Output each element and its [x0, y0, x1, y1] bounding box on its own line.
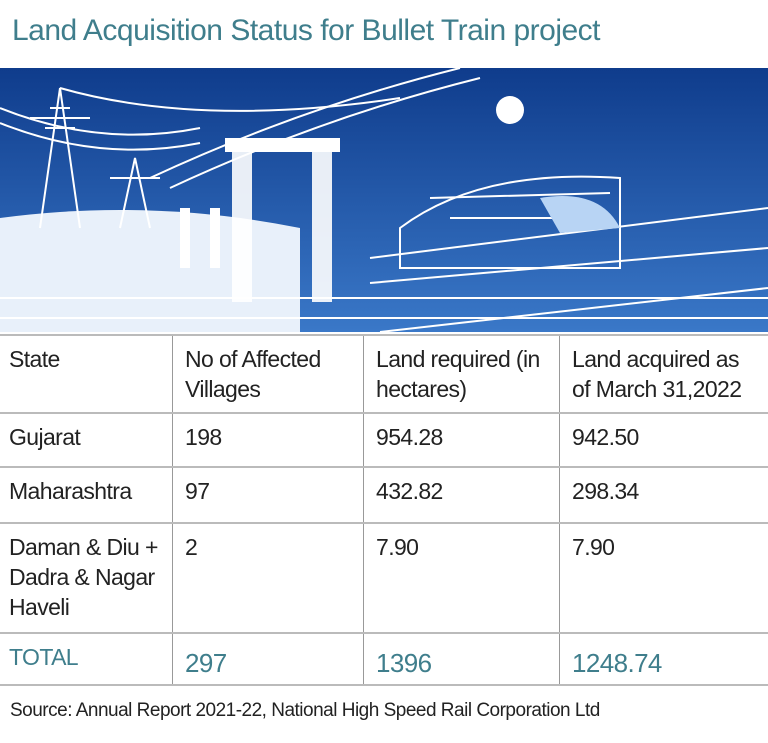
cell-land-required: 954.28 [363, 412, 560, 468]
cell-state: Daman & Diu + Dadra & Nagar Haveli [0, 522, 173, 634]
cell-villages: 97 [172, 466, 364, 524]
table-row: Daman & Diu + Dadra & Nagar Haveli 2 7.9… [0, 522, 768, 634]
cell-land-acquired: 298.34 [559, 466, 768, 524]
total-label: TOTAL [0, 632, 173, 686]
table-row: Maharashtra 97 432.82 298.34 [0, 466, 768, 524]
cell-state: Gujarat [0, 412, 173, 468]
header-state: State [0, 334, 173, 414]
total-land-required: 1396 [363, 632, 560, 686]
cell-land-required: 7.90 [363, 522, 560, 634]
total-villages: 297 [172, 632, 364, 686]
cell-villages: 198 [172, 412, 364, 468]
page-title: Land Acquisition Status for Bullet Train… [12, 14, 601, 47]
source-note: Source: Annual Report 2021-22, National … [10, 700, 600, 721]
cell-villages: 2 [172, 522, 364, 634]
header-land-required: Land required (in hectares) [363, 334, 560, 414]
cell-state: Maharashtra [0, 466, 173, 524]
cell-land-acquired: 7.90 [559, 522, 768, 634]
header-land-acquired: Land acquired as of March 31,2022 [559, 334, 768, 414]
table-row: Gujarat 198 954.28 942.50 [0, 412, 768, 468]
table-header-row: State No of Affected Villages Land requi… [0, 334, 768, 414]
bullet-train-illustration [0, 68, 768, 332]
cell-land-required: 432.82 [363, 466, 560, 524]
total-land-acquired: 1248.74 [559, 632, 768, 686]
header-villages: No of Affected Villages [172, 334, 364, 414]
cell-land-acquired: 942.50 [559, 412, 768, 468]
land-acquisition-table: State No of Affected Villages Land requi… [0, 334, 768, 686]
total-row: TOTAL 297 1396 1248.74 [0, 632, 768, 686]
